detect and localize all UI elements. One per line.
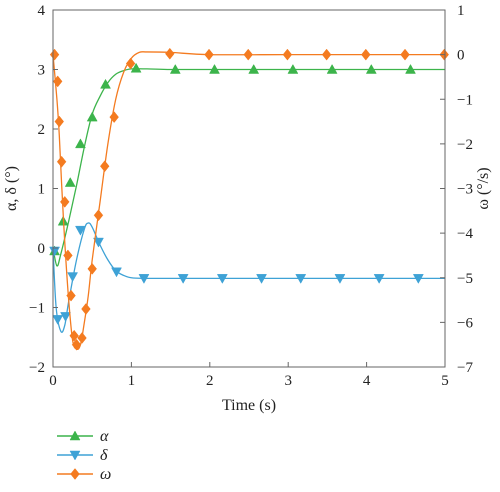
y-right-tick-label: −2 [457, 137, 473, 153]
x-tick-label: 2 [206, 373, 214, 389]
legend-marker-shape [70, 468, 80, 480]
x-tick-label: 3 [284, 373, 292, 389]
x-tick-label: 1 [128, 373, 136, 389]
y-right-tick-label: −7 [457, 360, 473, 376]
data-point-omega [69, 329, 79, 342]
data-point-alpha [365, 63, 377, 74]
data-point-alpha [248, 63, 260, 74]
data-point-delta [256, 274, 267, 284]
data-point-alpha [326, 63, 338, 74]
chart-axes: 0 1 2 3 4 5 −2 −1 0 1 2 3 4 −7 −6 −5 −4 −3 −2 −1 0 1 [29, 3, 473, 389]
legend-marker-shape [69, 430, 81, 441]
legend-marker-delta [69, 450, 81, 461]
data-point-omega [87, 262, 97, 275]
data-point-alpha [405, 63, 416, 74]
x-tick-label: 4 [363, 373, 371, 389]
data-point-omega [77, 332, 87, 344]
data-point-delta [216, 274, 228, 284]
series-alpha [49, 62, 445, 267]
series-line-alpha [52, 68, 445, 267]
y-left-tick-label: 1 [38, 182, 46, 198]
data-point-alpha [287, 63, 299, 74]
data-point-omega [93, 209, 104, 222]
data-point-omega [66, 289, 76, 302]
y-left-tick-label: 2 [38, 122, 46, 138]
data-point-omega [52, 75, 63, 88]
data-point-delta [67, 272, 79, 283]
y-left-tick-label: 3 [38, 63, 46, 79]
y-right-tick-label: −1 [457, 92, 473, 108]
data-point-omega [125, 57, 136, 70]
y-left-tick-label: −1 [29, 301, 45, 317]
data-point-alpha [130, 62, 142, 73]
legend-label-delta: δ [100, 447, 108, 464]
plot-frame [52, 9, 446, 368]
y-right-tick-label: −4 [457, 226, 473, 242]
legend-marker-alpha [69, 430, 81, 441]
y-left-axis-title: α, δ (°) [3, 166, 20, 211]
series-line-delta [52, 222, 445, 333]
y-right-axis-title: ω (°/s) [475, 167, 492, 209]
data-point-delta [49, 246, 60, 257]
data-point-delta [334, 274, 346, 284]
y-left-tick-label: 4 [38, 3, 46, 19]
data-point-omega [204, 48, 214, 61]
data-point-delta [75, 225, 86, 236]
y-right-tick-label: −5 [457, 271, 473, 287]
data-point-omega [49, 48, 60, 61]
series-delta [49, 222, 445, 333]
data-point-omega [282, 48, 293, 61]
legend-marker-omega [70, 468, 80, 480]
y-right-tick-label: −3 [457, 182, 473, 198]
chart-marks [49, 47, 449, 351]
legend-label-omega: ω [100, 466, 111, 483]
data-point-delta [177, 274, 189, 284]
data-point-alpha [64, 177, 76, 187]
legend-item-delta: δ [57, 447, 108, 464]
y-left-tick-label: 0 [38, 241, 46, 257]
data-point-delta [373, 274, 385, 284]
data-point-delta [295, 274, 307, 284]
data-point-alpha [75, 138, 86, 149]
data-point-alpha [209, 63, 220, 74]
data-point-delta [52, 315, 64, 325]
data-point-omega [81, 303, 91, 315]
data-point-omega [60, 195, 70, 208]
legend-item-alpha: α [57, 428, 109, 445]
data-point-alpha [100, 78, 111, 89]
data-point-omega [63, 249, 73, 262]
data-point-omega [361, 48, 371, 61]
legend-label-alpha: α [100, 428, 109, 445]
y-right-tick-label: 1 [457, 3, 465, 19]
series-line-omega [52, 51, 445, 351]
legend-item-omega: ω [57, 466, 111, 483]
data-point-delta [60, 312, 71, 322]
x-tick-label: 5 [441, 373, 449, 389]
data-point-omega [400, 48, 410, 61]
x-axis-title: Time (s) [222, 397, 276, 414]
legend-marker-shape [69, 450, 81, 461]
series-omega [49, 47, 449, 351]
data-point-delta [93, 237, 104, 248]
y-left-tick-label: −2 [29, 360, 45, 376]
data-point-omega [109, 111, 119, 124]
data-point-omega [165, 47, 175, 60]
data-point-omega [71, 338, 82, 351]
data-point-omega [100, 160, 110, 173]
data-point-delta [138, 274, 150, 284]
data-point-alpha [86, 111, 98, 122]
chart-legend: α δ ω [57, 428, 111, 483]
data-point-omega [321, 48, 332, 61]
y-right-tick-label: −6 [457, 315, 473, 331]
data-point-delta [111, 267, 122, 278]
x-tick-label: 0 [49, 373, 57, 389]
data-point-omega [243, 48, 253, 61]
data-point-delta [412, 274, 424, 284]
data-point-alpha [169, 63, 181, 74]
y-right-tick-label: 0 [457, 48, 465, 64]
data-point-omega [54, 115, 64, 128]
data-point-omega [56, 155, 67, 168]
